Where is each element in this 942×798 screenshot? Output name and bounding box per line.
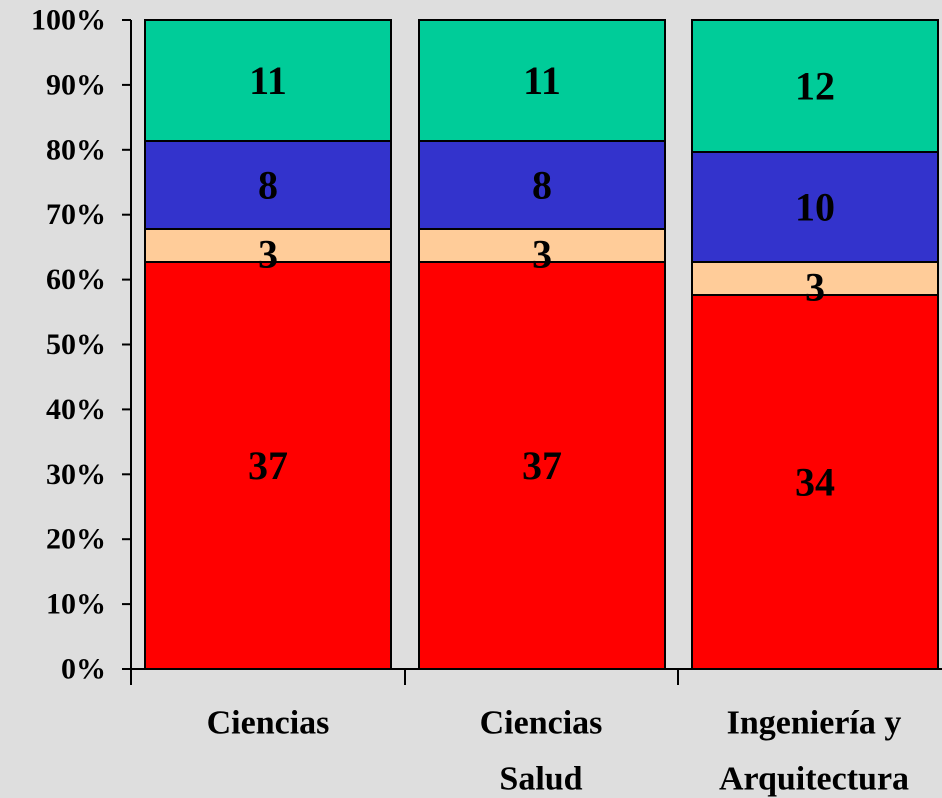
x-axis-categories: Ciencias Ciencias Salud Ingeniería y Arquite… <box>207 705 909 798</box>
category-label: Salud <box>499 761 582 798</box>
data-labels-layer: 37 3 8 11 37 3 8 11 34 3 10 12 <box>248 58 835 505</box>
category-label: Ciencias <box>480 705 603 742</box>
category-label: Ingeniería y <box>727 705 902 742</box>
y-tick-label: 50% <box>46 328 106 361</box>
y-tick-label: 30% <box>46 458 106 491</box>
y-axis: 0% 10% 20% 30% 40% 50% 60% 70% 80% 90% 100% <box>31 4 942 686</box>
y-tick-label: 20% <box>46 523 106 556</box>
category-label: Arquitectura <box>719 761 909 798</box>
bar-segment <box>418 228 666 263</box>
bar-segment <box>418 19 666 142</box>
data-label: 11 <box>523 58 561 103</box>
y-tick-label: 40% <box>46 393 106 426</box>
bars-layer <box>144 19 939 670</box>
data-label: 3 <box>532 231 552 276</box>
y-tick-label: 70% <box>46 198 106 231</box>
data-label: 34 <box>795 460 835 505</box>
y-tick-label: 60% <box>46 263 106 296</box>
bar-segment <box>691 151 939 263</box>
data-label: 37 <box>522 443 562 488</box>
bar-segment <box>418 140 666 230</box>
bar-segment <box>144 228 392 263</box>
data-label: 37 <box>248 443 288 488</box>
data-label: 10 <box>795 185 835 230</box>
bar-segment <box>144 19 392 142</box>
data-label: 8 <box>258 163 278 208</box>
data-label: 8 <box>532 163 552 208</box>
y-tick-label: 80% <box>46 133 106 166</box>
data-label: 3 <box>805 264 825 309</box>
y-tick-label: 90% <box>46 68 106 101</box>
bar-segment <box>691 19 939 153</box>
y-tick-label: 100% <box>31 4 106 37</box>
category-label: Ciencias <box>207 705 330 742</box>
data-label: 3 <box>258 231 278 276</box>
bar-segment <box>418 261 666 670</box>
bar-segment <box>691 261 939 296</box>
data-label: 12 <box>795 64 835 109</box>
bar-segment <box>144 261 392 670</box>
y-tick-label: 10% <box>46 588 106 621</box>
data-label: 11 <box>249 58 287 103</box>
y-tick-label: 0% <box>61 653 106 686</box>
